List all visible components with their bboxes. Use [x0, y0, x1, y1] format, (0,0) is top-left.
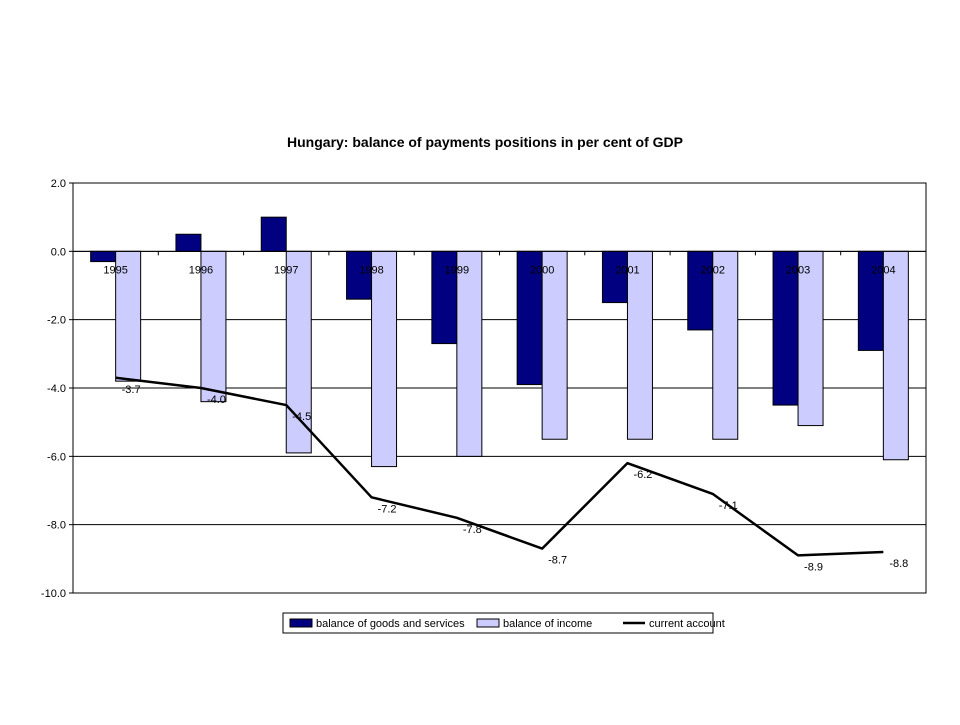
current-account-data-label: -4.5 — [292, 411, 311, 423]
current-account-data-label: -8.8 — [889, 558, 908, 570]
x-axis-labels: 1995 1996 1997 1998 1999 2000 2001 2002 2003 2004 — [103, 264, 895, 276]
x-tick-label: 2004 — [871, 264, 895, 276]
x-tick-label: 2002 — [701, 264, 725, 276]
legend-label: balance of goods and services — [316, 618, 465, 630]
y-tick-label: -4.0 — [47, 383, 66, 395]
current-account-data-label: -4.0 — [207, 394, 226, 406]
y-tick-label: -8.0 — [47, 520, 66, 532]
bar-goods-services-2004 — [857, 250, 884, 351]
bars — [73, 216, 927, 468]
current-account-data-label: -3.7 — [122, 384, 141, 396]
current-account-data-label: -8.9 — [804, 561, 823, 573]
bar-income-2004 — [882, 250, 909, 461]
bar-income-1999 — [456, 250, 483, 457]
chart-title: Hungary: balance of payments positions i… — [287, 134, 683, 150]
bar-income-2001 — [626, 250, 653, 440]
legend-label: current account — [649, 618, 725, 630]
current-account-line — [115, 376, 884, 557]
y-tick-label: 0.0 — [51, 246, 66, 258]
x-tick-label: 1999 — [445, 264, 469, 276]
legend-label: balance of income — [503, 618, 592, 630]
bar-goods-services-1997 — [260, 216, 287, 252]
bar-goods-services-2000 — [516, 250, 543, 386]
bar-goods-services-1996 — [175, 233, 202, 252]
bar-goods-services-2002 — [687, 250, 714, 331]
current-account-data-label: -8.7 — [548, 555, 567, 567]
bar-goods-services-1998 — [346, 250, 373, 300]
x-tick-label: 1995 — [103, 264, 127, 276]
y-axis-ticks: 2.0 0.0 -2.0 -4.0 -6.0 -8.0 -10.0 — [41, 178, 73, 600]
current-account-data-label: -7.2 — [378, 503, 397, 515]
y-tick-label: -2.0 — [47, 315, 66, 327]
x-tick-label: 1997 — [274, 264, 298, 276]
bar-income-1998 — [371, 250, 398, 468]
bar-goods-services-2003 — [772, 250, 799, 406]
x-tick-label: 1998 — [359, 264, 383, 276]
legend-swatch — [476, 618, 500, 628]
bar-income-2002 — [712, 250, 739, 440]
current-account-data-label: -6.2 — [633, 469, 652, 481]
x-tick-label: 2003 — [786, 264, 810, 276]
x-tick-label: 2001 — [615, 264, 639, 276]
y-tick-label: 2.0 — [51, 178, 66, 190]
x-tick-label: 1996 — [189, 264, 213, 276]
y-tick-label: -6.0 — [47, 451, 66, 463]
bar-income-2003 — [797, 250, 824, 427]
current-account-line-group: -3.7 -4.0 -4.5 -7.2 -7.8 -8.7 -6.2 -7.1 -8.9 -8.8 — [115, 376, 908, 573]
bar-goods-services-1995 — [90, 250, 117, 263]
y-tick-label: -10.0 — [41, 588, 66, 600]
legend: balance of goods and services balance of … — [282, 612, 725, 634]
bar-income-1996 — [200, 250, 227, 403]
legend-swatch — [289, 618, 313, 628]
current-account-data-label: -7.8 — [463, 524, 482, 536]
x-tick-label: 2000 — [530, 264, 554, 276]
bar-goods-services-2001 — [601, 250, 628, 304]
bar-income-2000 — [541, 250, 568, 440]
current-account-data-label: -7.1 — [719, 500, 738, 512]
